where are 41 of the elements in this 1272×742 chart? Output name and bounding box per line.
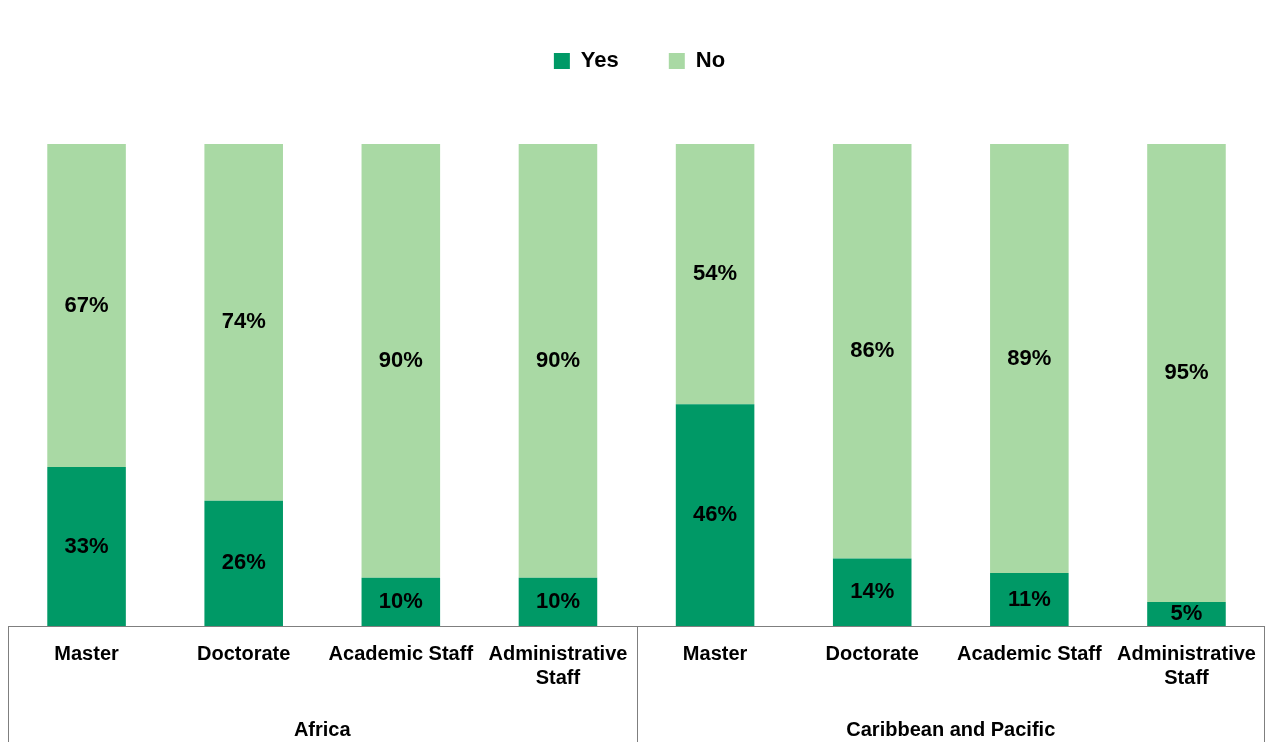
data-label: 95% bbox=[1164, 359, 1209, 385]
bar bbox=[675, 144, 755, 405]
legend-label: No bbox=[695, 47, 726, 73]
bar bbox=[832, 144, 912, 559]
x-tick-label: Doctorate bbox=[825, 641, 919, 664]
text: Caribbean and Pacific bbox=[846, 717, 1056, 740]
bar bbox=[204, 144, 283, 501]
x-tick-label: Doctorate bbox=[197, 641, 291, 664]
x-tick-label: Academic Staff bbox=[957, 641, 1102, 664]
data-label: 10% bbox=[535, 587, 580, 613]
data-label: 54% bbox=[693, 260, 738, 286]
x-tick-label: Academic Staff bbox=[328, 641, 474, 664]
data-label: 89% bbox=[1007, 344, 1052, 370]
bar bbox=[518, 144, 598, 578]
data-label: 90% bbox=[535, 346, 580, 372]
bar bbox=[990, 572, 1069, 626]
text: Africa bbox=[293, 717, 352, 740]
bar bbox=[204, 500, 283, 626]
bar bbox=[361, 144, 441, 578]
data-label: 90% bbox=[378, 346, 423, 372]
x-tick-label: Administrative Staff bbox=[1117, 641, 1256, 688]
x-tick-label: Master bbox=[682, 641, 748, 664]
bar bbox=[1147, 144, 1226, 602]
x-tick-label: Administrative Staff bbox=[488, 641, 628, 688]
data-label: 33% bbox=[64, 532, 109, 558]
data-label: 11% bbox=[1007, 585, 1051, 611]
bar bbox=[990, 144, 1069, 573]
x-tick-label: Master bbox=[54, 641, 120, 664]
bar bbox=[47, 466, 126, 626]
data-label: 67% bbox=[64, 291, 109, 317]
bar bbox=[47, 144, 126, 467]
data-label: 10% bbox=[378, 587, 423, 613]
data-label: 5% bbox=[1170, 600, 1203, 626]
legend-label: Yes bbox=[580, 47, 619, 73]
data-label: 14% bbox=[850, 578, 895, 604]
data-label: 46% bbox=[693, 501, 738, 527]
data-label: 86% bbox=[850, 337, 895, 363]
bar bbox=[832, 558, 912, 626]
data-label: 74% bbox=[221, 308, 266, 334]
data-label: 26% bbox=[221, 549, 266, 575]
bar bbox=[675, 404, 755, 626]
